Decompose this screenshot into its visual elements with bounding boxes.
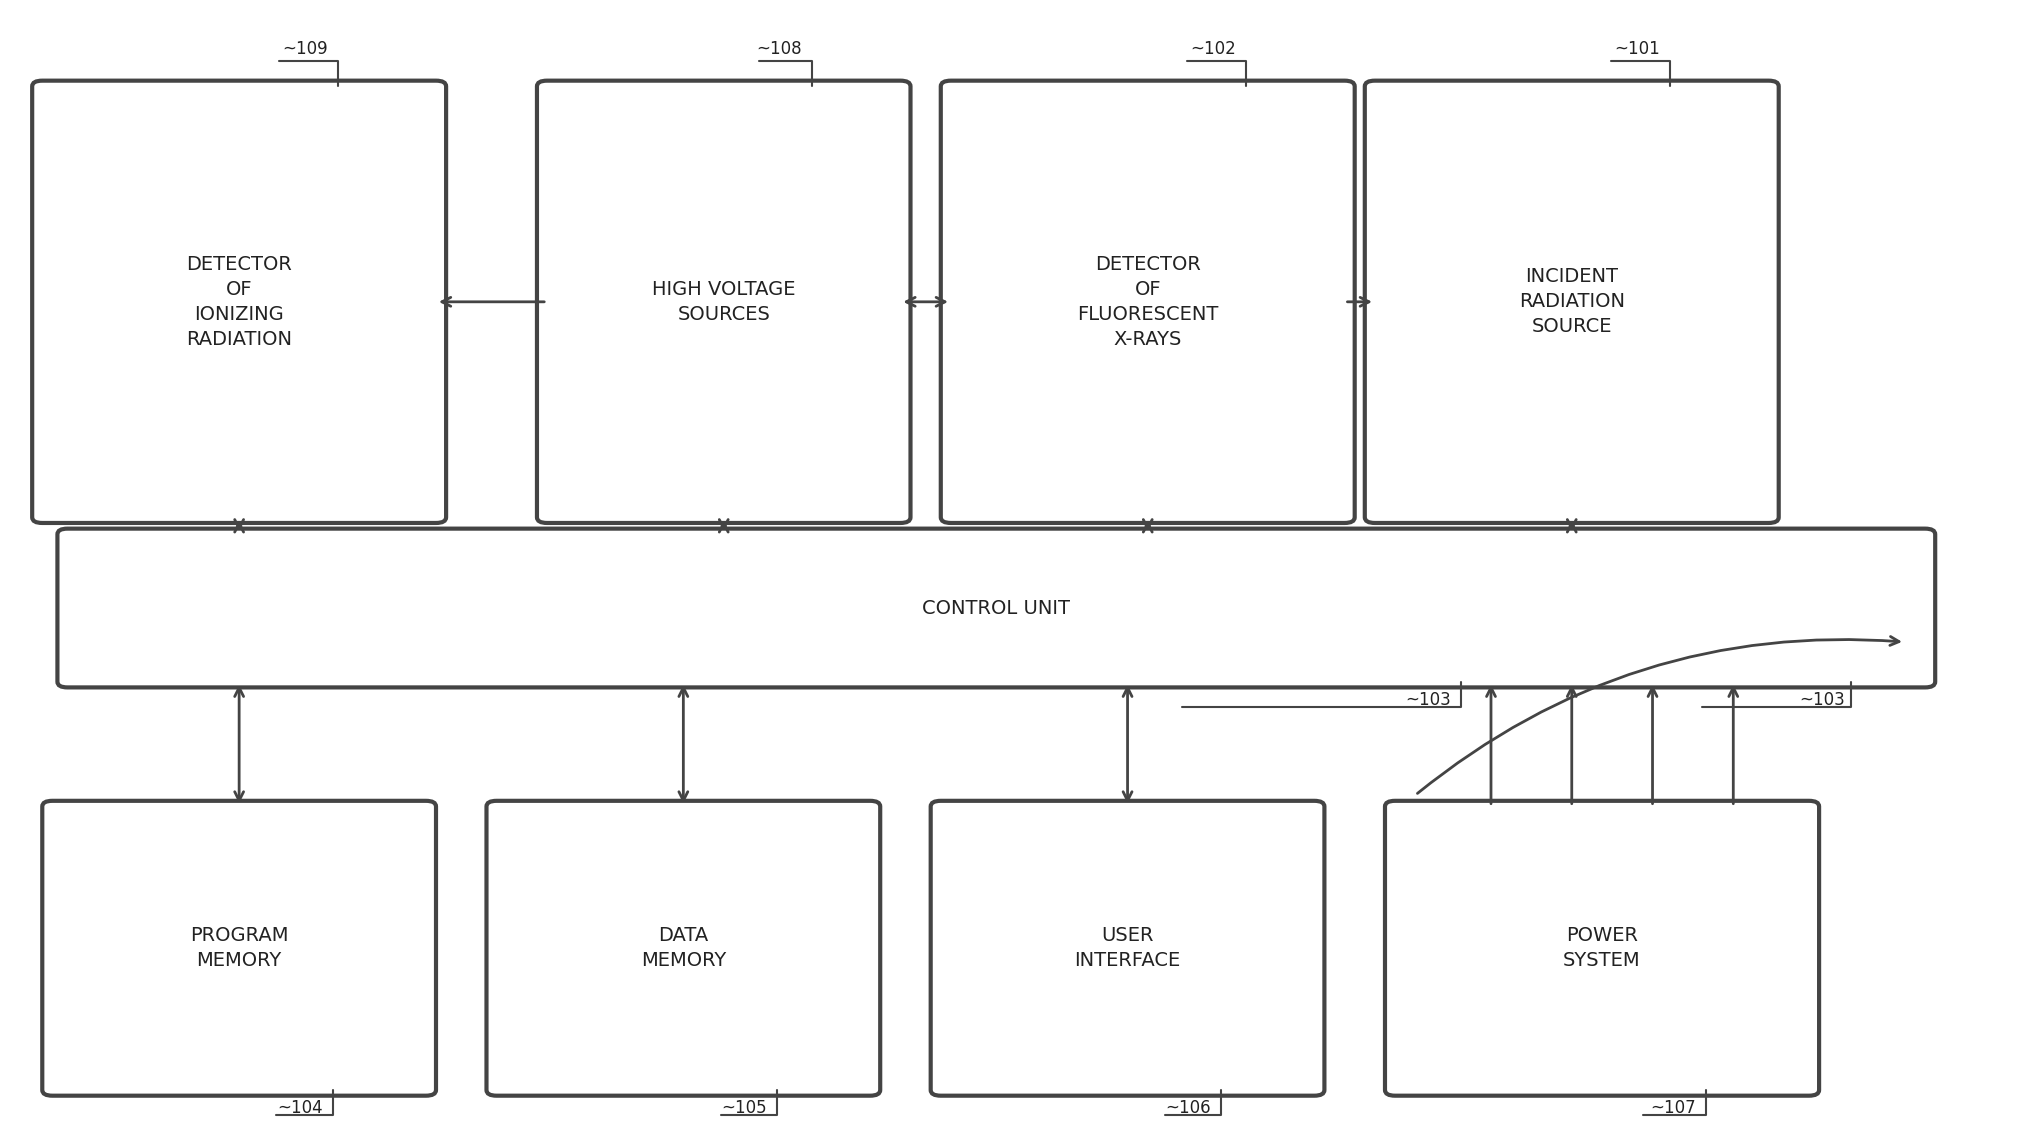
Text: DATA
MEMORY: DATA MEMORY [640, 926, 725, 970]
Text: ~102: ~102 [1191, 40, 1235, 59]
Text: ~106: ~106 [1164, 1099, 1211, 1117]
Text: INCIDENT
RADIATION
SOURCE: INCIDENT RADIATION SOURCE [1518, 267, 1624, 336]
Text: DETECTOR
OF
FLUORESCENT
X-RAYS: DETECTOR OF FLUORESCENT X-RAYS [1077, 255, 1217, 349]
Text: ~109: ~109 [282, 40, 327, 59]
Text: ~107: ~107 [1650, 1099, 1695, 1117]
Text: ~101: ~101 [1613, 40, 1660, 59]
FancyBboxPatch shape [1363, 80, 1778, 523]
FancyBboxPatch shape [536, 80, 910, 523]
Text: HIGH VOLTAGE
SOURCES: HIGH VOLTAGE SOURCES [652, 280, 795, 324]
FancyBboxPatch shape [486, 801, 880, 1095]
FancyBboxPatch shape [57, 528, 1934, 688]
Text: ~103: ~103 [1404, 691, 1451, 708]
FancyBboxPatch shape [931, 801, 1323, 1095]
FancyBboxPatch shape [33, 80, 445, 523]
Text: POWER
SYSTEM: POWER SYSTEM [1563, 926, 1640, 970]
Text: CONTROL UNIT: CONTROL UNIT [923, 598, 1069, 618]
FancyBboxPatch shape [43, 801, 435, 1095]
Text: PROGRAM
MEMORY: PROGRAM MEMORY [189, 926, 289, 970]
Text: DETECTOR
OF
IONIZING
RADIATION: DETECTOR OF IONIZING RADIATION [187, 255, 293, 349]
Text: ~108: ~108 [756, 40, 801, 59]
Text: USER
INTERFACE: USER INTERFACE [1073, 926, 1181, 970]
FancyBboxPatch shape [941, 80, 1353, 523]
Text: ~104: ~104 [276, 1099, 323, 1117]
Text: ~105: ~105 [721, 1099, 766, 1117]
Text: ~103: ~103 [1798, 691, 1843, 708]
FancyBboxPatch shape [1384, 801, 1819, 1095]
